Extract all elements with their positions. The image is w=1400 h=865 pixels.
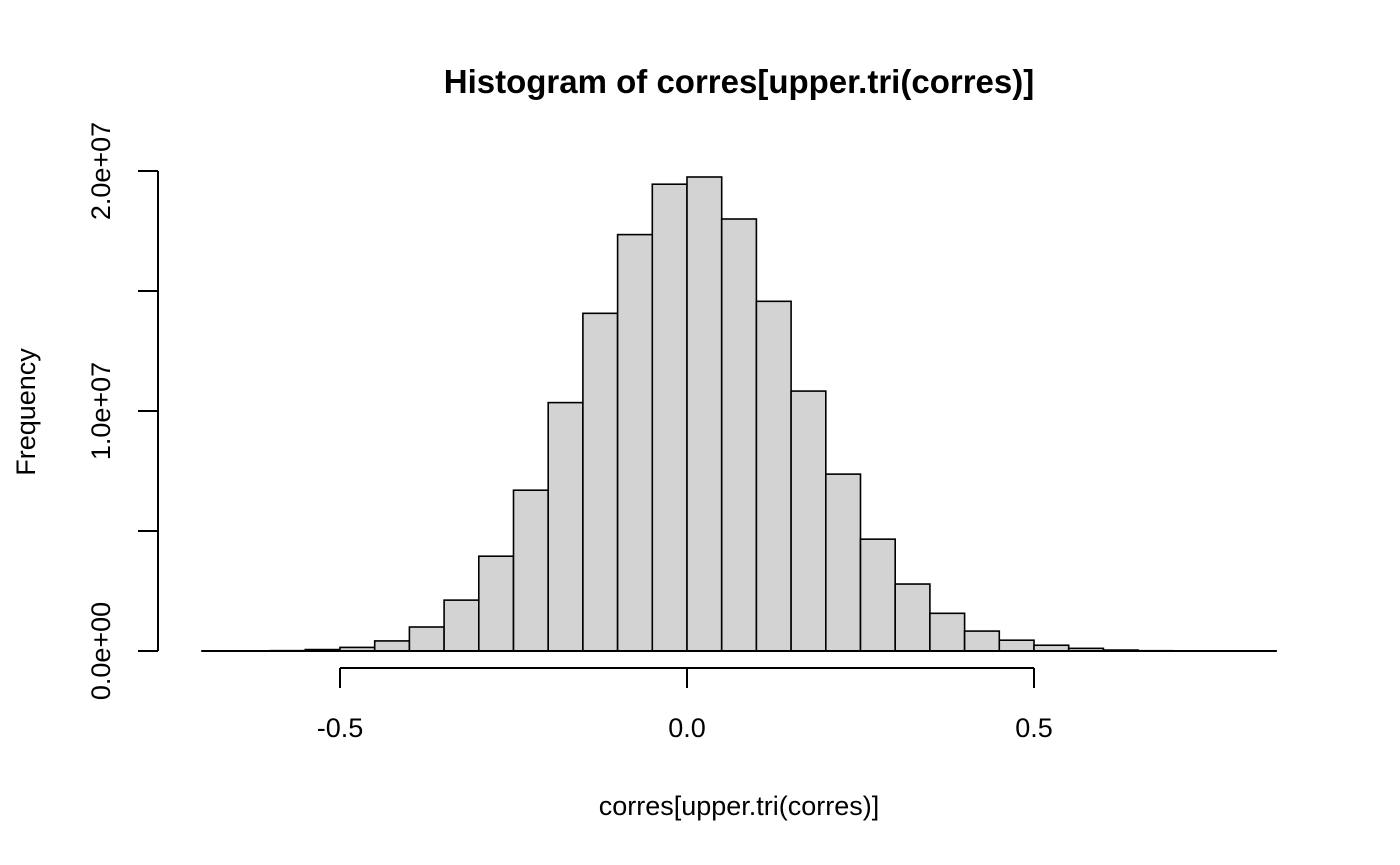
y-tick-label: 2.0e+07	[86, 122, 116, 220]
histogram-bar	[894, 583, 931, 652]
y-axis-label: Frequency	[11, 348, 41, 476]
histogram-bar	[963, 630, 1001, 652]
y-tick-label: 0.0e+00	[86, 602, 116, 700]
histogram-bar	[720, 218, 758, 652]
histogram-bar	[859, 538, 897, 652]
x-axis: -0.5 0.0 0.5	[317, 667, 1053, 743]
histogram-bar	[547, 401, 584, 652]
histogram-bar	[755, 300, 792, 652]
histogram-bars	[201, 176, 1277, 652]
histogram-bar	[686, 176, 723, 652]
y-tick-label: 1.0e+07	[86, 362, 116, 460]
histogram-bar	[443, 599, 480, 652]
histogram-bar	[929, 612, 966, 652]
histogram-bar	[512, 489, 550, 652]
x-axis-label: corres[upper.tri(corres)]	[599, 791, 880, 821]
histogram-bar	[790, 390, 827, 652]
chart-title: Histogram of corres[upper.tri(corres)]	[444, 63, 1034, 100]
histogram-bar	[582, 312, 619, 652]
histogram-bar	[408, 626, 445, 652]
histogram-bar	[998, 639, 1035, 652]
x-tick-label: 0.0	[668, 713, 706, 743]
histogram-bar	[373, 640, 411, 652]
y-axis: 0.0e+00 1.0e+07 2.0e+07	[86, 122, 159, 700]
histogram-bar	[651, 183, 688, 652]
histogram-bar	[477, 555, 515, 652]
histogram-bar	[616, 233, 654, 652]
x-tick-label: 0.5	[1015, 713, 1053, 743]
histogram-bar	[824, 473, 862, 652]
x-tick-label: -0.5	[317, 713, 364, 743]
